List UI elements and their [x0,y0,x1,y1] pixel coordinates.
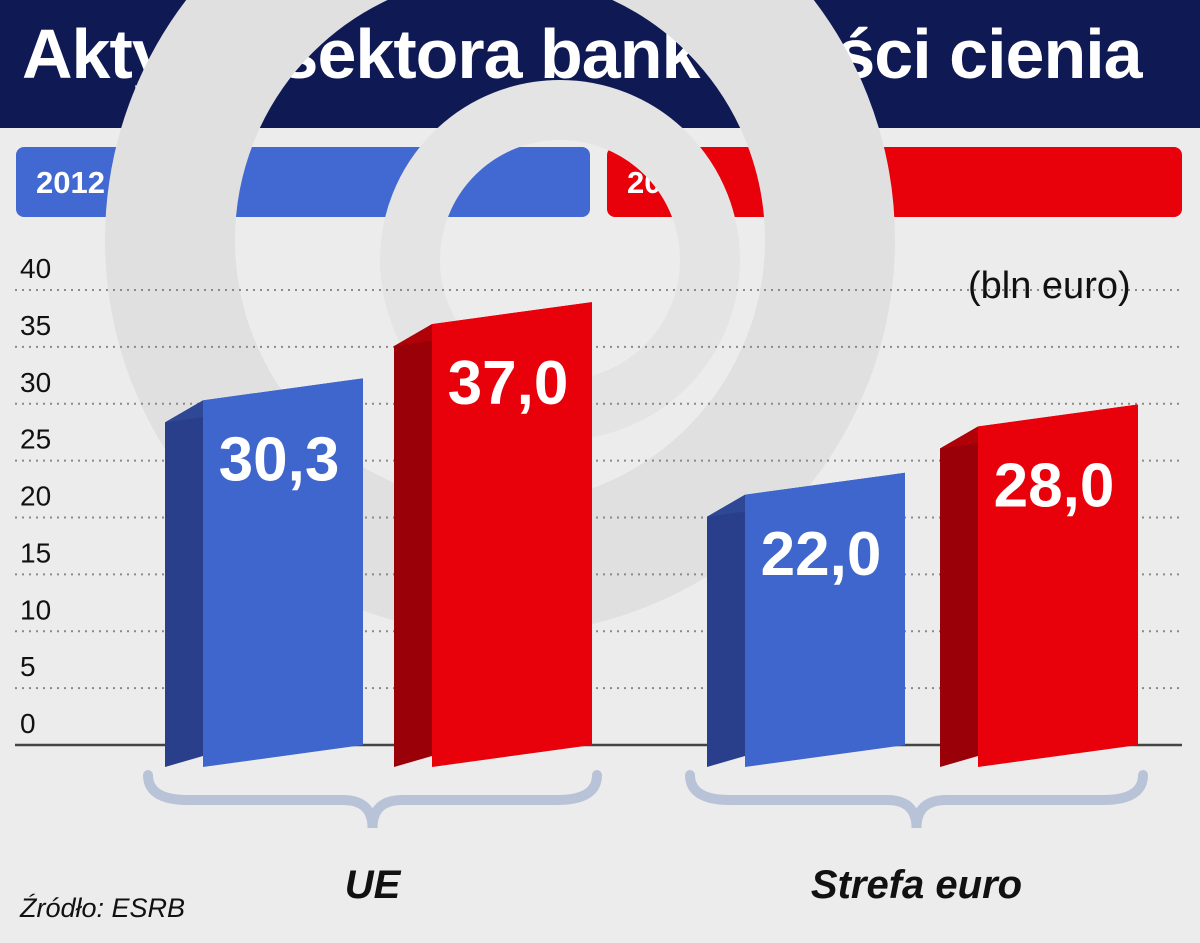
bar-side [394,324,432,767]
y-tick-label: 10 [20,594,51,625]
bar-side [940,426,978,767]
bar [745,472,905,767]
y-tick-label: 0 [20,708,36,739]
bar [978,404,1138,767]
bar [432,302,592,767]
category-label: Strefa euro [811,863,1022,907]
source-note: Źródło: ESRB [20,893,186,923]
bar [203,378,363,767]
y-tick-label: 5 [20,651,36,682]
bar-value-label: 37,0 [448,349,569,418]
category-brace [685,770,1148,829]
unit-label: (bln euro) [968,265,1131,307]
bar-value-label: 28,0 [994,452,1115,521]
y-tick-label: 40 [20,253,51,284]
bar-side [165,400,203,767]
y-tick-label: 25 [20,424,51,455]
y-tick-label: 35 [20,310,51,341]
y-tick-label: 15 [20,537,51,568]
bar-side [707,494,745,767]
bar-value-label: 30,3 [219,425,340,494]
category-label: UE [345,863,402,907]
category-brace [143,770,602,829]
y-tick-label: 30 [20,367,51,398]
bar-value-label: 22,0 [761,520,882,589]
y-tick-label: 20 [20,481,51,512]
